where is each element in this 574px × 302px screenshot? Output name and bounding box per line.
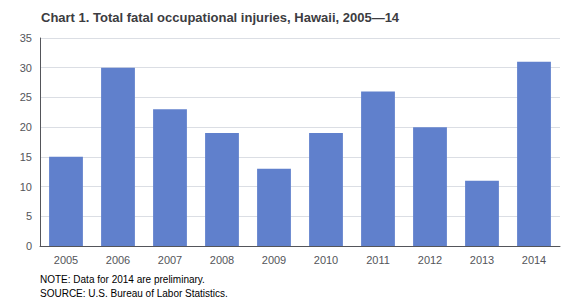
svg-text:2011: 2011 bbox=[366, 254, 390, 266]
svg-text:2009: 2009 bbox=[262, 254, 286, 266]
svg-text:2010: 2010 bbox=[314, 254, 338, 266]
svg-text:SOURCE: U.S. Bureau of Labor S: SOURCE: U.S. Bureau of Labor Statistics. bbox=[40, 288, 228, 299]
svg-text:0: 0 bbox=[26, 240, 32, 252]
svg-text:25: 25 bbox=[20, 91, 32, 103]
svg-text:35: 35 bbox=[20, 32, 32, 44]
svg-text:Chart 1. Total fatal occupatio: Chart 1. Total fatal occupational injuri… bbox=[41, 10, 400, 25]
svg-text:20: 20 bbox=[20, 121, 32, 133]
svg-text:30: 30 bbox=[20, 62, 32, 74]
svg-text:2008: 2008 bbox=[210, 254, 234, 266]
svg-text:2013: 2013 bbox=[470, 254, 494, 266]
svg-text:10: 10 bbox=[20, 181, 32, 193]
svg-text:2014: 2014 bbox=[522, 254, 546, 266]
svg-text:2006: 2006 bbox=[106, 254, 130, 266]
svg-text:2012: 2012 bbox=[418, 254, 442, 266]
svg-text:2005: 2005 bbox=[54, 254, 78, 266]
svg-text:NOTE: Data for 2014 are prelim: NOTE: Data for 2014 are preliminary. bbox=[40, 274, 205, 285]
svg-text:15: 15 bbox=[20, 151, 32, 163]
svg-text:5: 5 bbox=[26, 210, 32, 222]
svg-text:2007: 2007 bbox=[158, 254, 182, 266]
